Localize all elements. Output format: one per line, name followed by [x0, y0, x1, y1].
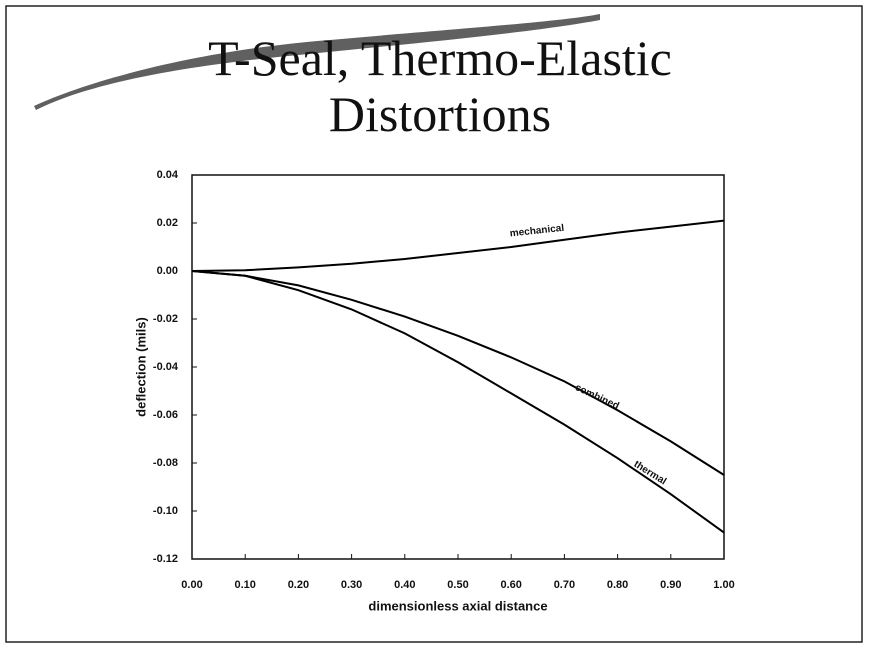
slide-border [5, 5, 863, 643]
x-tick-label: 0.90 [660, 579, 681, 591]
y-tick-label: -0.02 [153, 313, 178, 325]
y-tick-label: -0.06 [153, 409, 178, 421]
series-label: combined [573, 382, 620, 412]
x-tick-label: 0.30 [341, 579, 362, 591]
x-tick-label: 0.00 [181, 579, 202, 591]
x-tick-label: 0.10 [234, 579, 255, 591]
y-axis-label: deflection (mils) [133, 317, 148, 417]
series-label: mechanical [509, 223, 565, 240]
x-axis-label: dimensionless axial distance [368, 598, 547, 613]
brush-stroke [34, 14, 600, 110]
x-tick-label: 0.20 [288, 579, 309, 591]
x-tick-label: 0.60 [500, 579, 521, 591]
series-line [191, 270, 725, 476]
y-tick-label: -0.12 [153, 553, 178, 565]
plot-frame [191, 174, 725, 560]
x-tick-label: 0.50 [447, 579, 468, 591]
chart-title: T-Seal, Thermo-Elastic Distortions [208, 30, 672, 142]
y-tick-label: -0.04 [153, 361, 179, 373]
series-line [191, 270, 725, 534]
x-tick-label: 1.00 [713, 579, 734, 591]
y-tick-label: 0.04 [157, 169, 179, 181]
y-tick-label: 0.00 [157, 265, 178, 277]
series-line [191, 219, 725, 272]
y-tick-label: -0.08 [153, 457, 178, 469]
series-label: thermal [632, 459, 669, 488]
y-tick-label: -0.10 [153, 505, 178, 517]
x-tick-label: 0.40 [394, 579, 415, 591]
x-tick-label: 0.80 [607, 579, 628, 591]
y-tick-label: 0.02 [157, 217, 178, 229]
x-tick-label: 0.70 [554, 579, 575, 591]
